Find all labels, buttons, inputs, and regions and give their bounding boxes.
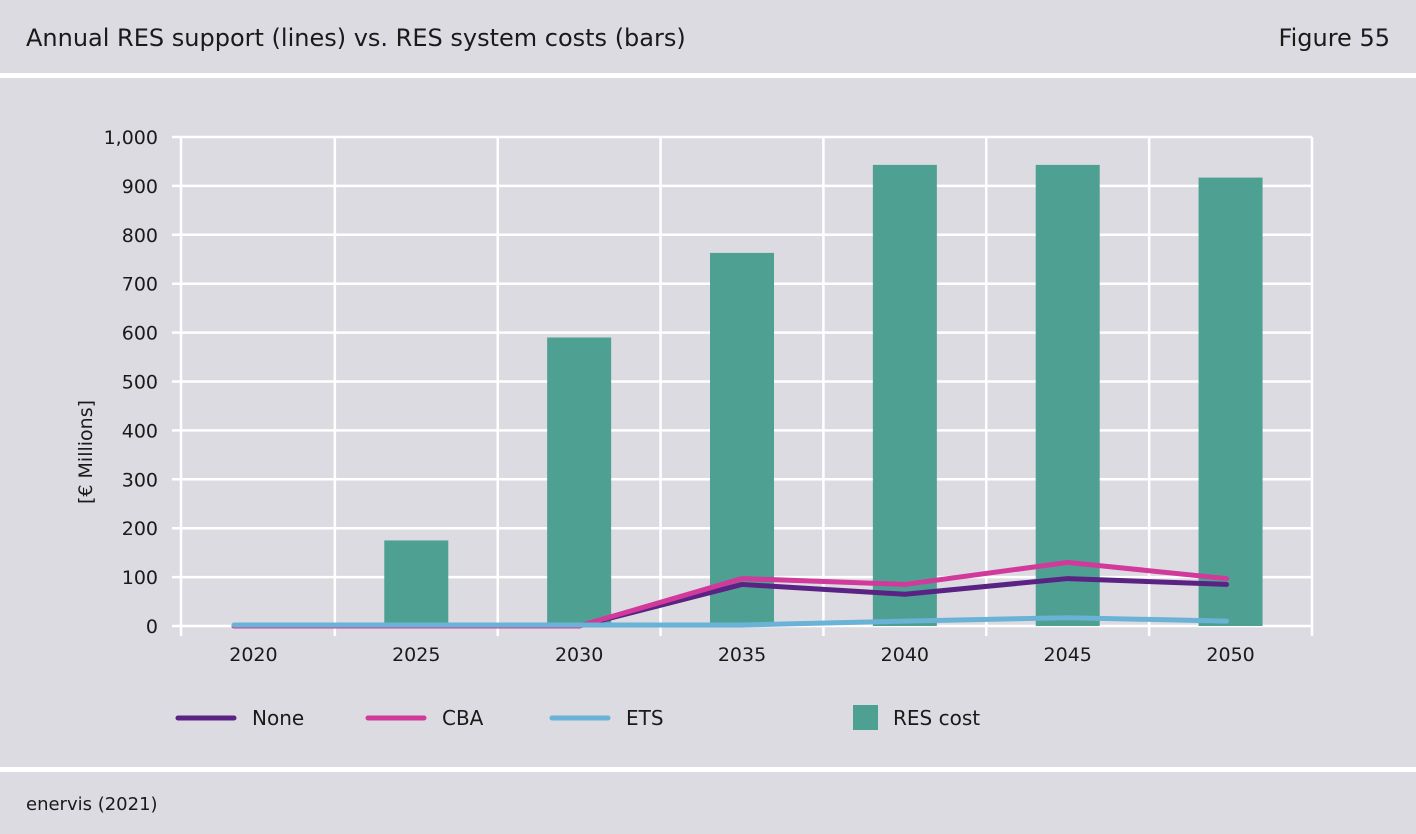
figure-number: Figure 55: [1278, 24, 1390, 52]
x-tick-label: 2040: [881, 644, 929, 666]
legend-label-ets: ETS: [626, 706, 664, 730]
chart-title: Annual RES support (lines) vs. RES syste…: [26, 24, 686, 52]
y-tick-label: 300: [122, 469, 158, 491]
bar-res-cost: [872, 164, 937, 627]
x-tick-label: 2035: [718, 644, 766, 666]
bars: [384, 164, 1263, 627]
line-series-ets: [231, 615, 1230, 628]
combo-chart: 0 100 200 300 400 500 600 700 800 900 1,000 2020 202…: [75, 127, 1314, 730]
y-tick-label: 0: [146, 616, 158, 638]
y-tick-label: 1,000: [104, 127, 158, 149]
bar-res-cost: [710, 252, 774, 626]
bar-res-cost: [1035, 164, 1100, 627]
x-tick-label: 2020: [229, 644, 277, 666]
y-tick-label: 800: [122, 225, 158, 247]
bar-res-cost: [384, 540, 449, 626]
y-tick-label: 500: [122, 372, 158, 394]
bottom-divider: [0, 767, 1416, 772]
axes: 0 100 200 300 400 500 600 700 800 900 1,000 2020 202…: [104, 127, 1255, 666]
lines: [231, 559, 1230, 629]
x-tick-label: 2050: [1206, 644, 1254, 666]
y-tick-label: 700: [122, 274, 158, 296]
grid: [172, 135, 1314, 636]
bar-res-cost: [547, 337, 612, 626]
legend-label-cba: CBA: [442, 706, 484, 730]
y-axis-label: [€ Millions]: [75, 400, 97, 504]
y-tick-label: 600: [122, 323, 158, 345]
source-note: enervis (2021): [26, 794, 158, 815]
bar-res-cost: [1198, 177, 1263, 626]
y-tick-label: 200: [122, 518, 158, 540]
x-tick-label: 2025: [392, 644, 440, 666]
top-divider: [0, 73, 1416, 78]
y-tick-label: 900: [122, 176, 158, 198]
legend-label-none: None: [252, 706, 304, 730]
x-tick-label: 2045: [1044, 644, 1092, 666]
x-tick-label: 2030: [555, 644, 603, 666]
header: Annual RES support (lines) vs. RES syste…: [0, 0, 1416, 74]
y-tick-label: 100: [122, 567, 158, 589]
legend-label-res-cost: RES cost: [893, 706, 980, 730]
legend: None CBA ETS RES cost: [175, 705, 980, 730]
y-tick-label: 400: [122, 420, 158, 442]
legend-swatch-res-cost: [853, 705, 878, 730]
